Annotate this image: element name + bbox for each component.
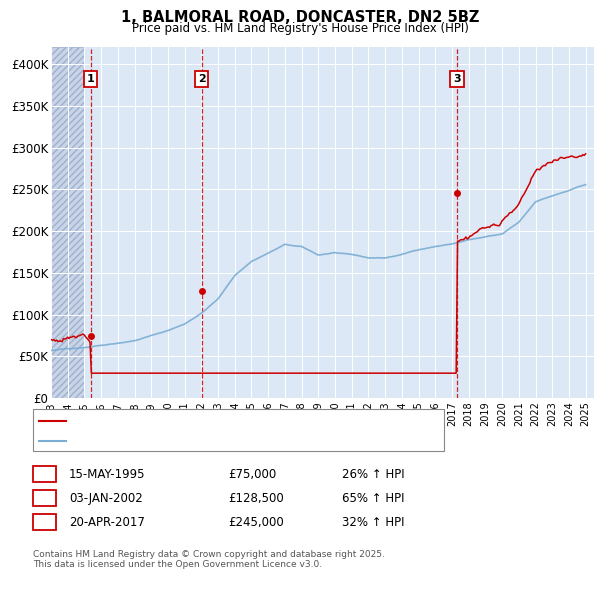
Text: 15-MAY-1995: 15-MAY-1995 [69,467,146,481]
Text: 1: 1 [40,467,49,481]
Text: 1, BALMORAL ROAD, DONCASTER, DN2 5BZ (detached house): 1, BALMORAL ROAD, DONCASTER, DN2 5BZ (de… [72,416,395,426]
Text: 2: 2 [40,491,49,505]
Text: 1, BALMORAL ROAD, DONCASTER, DN2 5BZ: 1, BALMORAL ROAD, DONCASTER, DN2 5BZ [121,10,479,25]
Text: 32% ↑ HPI: 32% ↑ HPI [342,516,404,529]
Text: 65% ↑ HPI: 65% ↑ HPI [342,491,404,505]
Text: £128,500: £128,500 [228,491,284,505]
Text: 26% ↑ HPI: 26% ↑ HPI [342,467,404,481]
Text: 2: 2 [197,74,205,84]
Text: 20-APR-2017: 20-APR-2017 [69,516,145,529]
Text: Price paid vs. HM Land Registry's House Price Index (HPI): Price paid vs. HM Land Registry's House … [131,22,469,35]
Text: 03-JAN-2002: 03-JAN-2002 [69,491,143,505]
Text: Contains HM Land Registry data © Crown copyright and database right 2025.
This d: Contains HM Land Registry data © Crown c… [33,550,385,569]
Text: 3: 3 [40,516,49,529]
Text: 1: 1 [87,74,94,84]
Text: HPI: Average price, detached house, Doncaster: HPI: Average price, detached house, Donc… [72,436,319,445]
Text: £75,000: £75,000 [228,467,276,481]
Text: £245,000: £245,000 [228,516,284,529]
Text: 3: 3 [453,74,461,84]
